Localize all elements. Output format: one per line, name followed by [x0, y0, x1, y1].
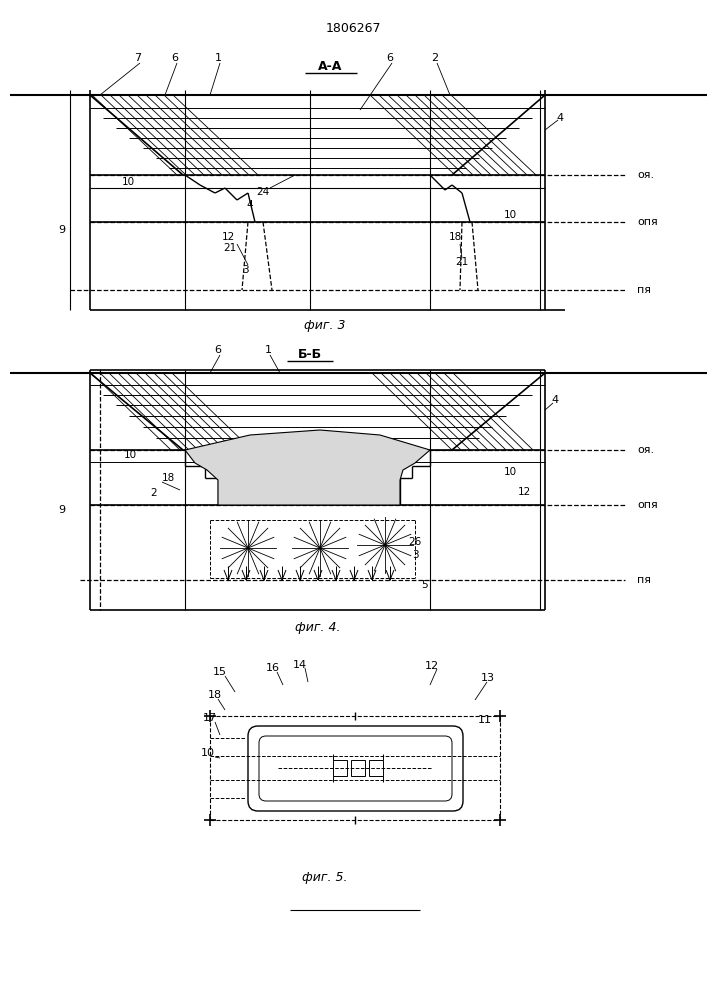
Text: 9: 9 [59, 505, 66, 515]
Text: 2: 2 [431, 53, 438, 63]
Text: 15: 15 [213, 667, 227, 677]
Text: 12: 12 [221, 232, 235, 242]
Text: опя: опя [637, 500, 658, 510]
Text: 9: 9 [59, 225, 66, 235]
Text: 10: 10 [201, 748, 215, 758]
Text: 14: 14 [293, 660, 307, 670]
Text: 10: 10 [503, 210, 517, 220]
Text: 26: 26 [409, 537, 421, 547]
Text: 1: 1 [214, 53, 221, 63]
Text: 4: 4 [247, 200, 253, 210]
Text: 3: 3 [242, 265, 248, 275]
Text: 24: 24 [257, 187, 269, 197]
Text: 13: 13 [481, 673, 495, 683]
Text: 12: 12 [425, 661, 439, 671]
Text: фиг. 3: фиг. 3 [304, 318, 346, 332]
Text: 18: 18 [208, 690, 222, 700]
Text: 1806267: 1806267 [325, 21, 381, 34]
Text: 4: 4 [551, 395, 559, 405]
Text: 11: 11 [478, 715, 492, 725]
Text: 18: 18 [161, 473, 175, 483]
Text: пя: пя [637, 575, 651, 585]
Text: 6: 6 [387, 53, 394, 63]
Text: пя: пя [637, 285, 651, 295]
Text: 7: 7 [134, 53, 141, 63]
Text: 18: 18 [448, 232, 462, 242]
Text: 6: 6 [214, 345, 221, 355]
Polygon shape [185, 430, 430, 505]
Text: 5: 5 [421, 580, 428, 590]
Text: Б-Б: Б-Б [298, 349, 322, 361]
Text: 16: 16 [266, 663, 280, 673]
Text: 4: 4 [556, 113, 563, 123]
Text: опя: опя [637, 217, 658, 227]
Text: 1: 1 [264, 345, 271, 355]
Text: фиг. 4.: фиг. 4. [296, 621, 341, 635]
Text: А-А: А-А [318, 60, 342, 74]
Bar [351, 760, 365, 776]
Text: фиг. 5.: фиг. 5. [303, 871, 348, 884]
Text: 12: 12 [518, 487, 531, 497]
Text: 2: 2 [151, 488, 158, 498]
Text: оя.: оя. [637, 445, 654, 455]
Text: 10: 10 [122, 177, 134, 187]
Text: 21: 21 [223, 243, 237, 253]
Text: 6: 6 [172, 53, 178, 63]
Text: 17: 17 [203, 713, 217, 723]
Text: 10: 10 [124, 450, 136, 460]
Bar [333, 760, 347, 776]
Text: 10: 10 [503, 467, 517, 477]
Text: 3: 3 [411, 550, 419, 560]
Text: оя.: оя. [637, 170, 654, 180]
Bar [369, 760, 383, 776]
Text: 21: 21 [455, 257, 469, 267]
